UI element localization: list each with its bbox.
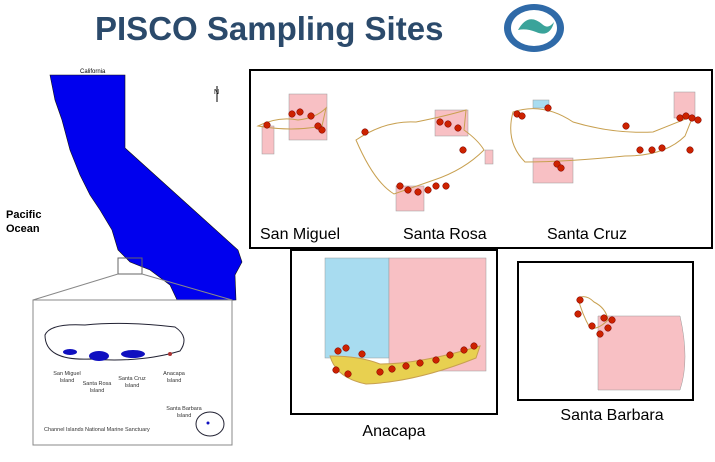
site (688, 114, 696, 122)
inset-islands (63, 349, 210, 425)
site (344, 370, 352, 378)
site (544, 104, 552, 112)
panel-label: Anacapa (362, 423, 425, 440)
site (676, 114, 684, 122)
inset-leader (141, 273, 233, 301)
site (436, 118, 444, 126)
site (460, 346, 468, 354)
site (432, 356, 440, 364)
site (388, 365, 396, 373)
site (334, 347, 342, 355)
inset-island-label: Anacapa (163, 371, 186, 377)
inset (32, 299, 233, 446)
inset-island-label: Island (60, 378, 75, 384)
site (361, 128, 369, 136)
inset-leader (32, 273, 119, 301)
site (658, 144, 666, 152)
site (402, 362, 410, 370)
panel-label: Santa Barbara (560, 407, 663, 424)
site (444, 120, 452, 128)
inset-island-label: Island (167, 378, 182, 384)
sanctuary-boundary (195, 411, 225, 437)
site (588, 322, 596, 330)
site (307, 112, 315, 120)
site (263, 121, 271, 129)
site (342, 344, 350, 352)
site (432, 182, 440, 190)
logo (504, 4, 564, 52)
inset-marker (117, 257, 143, 275)
site (446, 351, 454, 359)
inset-island-label: Santa Cruz (118, 376, 146, 382)
site (416, 359, 424, 367)
site (358, 350, 366, 358)
inset-island-label: Island (177, 413, 192, 419)
site (518, 112, 526, 120)
site (694, 116, 702, 124)
north-arrow: N (214, 86, 219, 102)
site (396, 182, 404, 190)
site (404, 186, 412, 194)
site (442, 182, 450, 190)
inset-island-label: Island (90, 388, 105, 394)
panel-label: Santa Rosa (403, 226, 487, 243)
site (622, 122, 630, 130)
california (49, 74, 243, 303)
site (288, 110, 296, 118)
inset-island-label: Island (125, 383, 140, 389)
site (376, 368, 384, 376)
inset-island-label: Santa Rosa (83, 381, 113, 387)
inset-caption: Channel Islands National Marine Sanctuar… (44, 427, 150, 433)
site (318, 126, 326, 134)
title: PISCO Sampling Sites (95, 10, 443, 47)
site (557, 164, 565, 172)
site (636, 146, 644, 154)
ocean-label: Pacific (6, 209, 41, 221)
site (604, 324, 612, 332)
site (576, 296, 584, 304)
state-label: California (80, 69, 106, 75)
reserves (261, 91, 696, 391)
site (686, 146, 694, 154)
ocean-label: Ocean (6, 223, 40, 235)
site (574, 310, 582, 318)
site (332, 366, 340, 374)
site (470, 342, 478, 350)
site (454, 124, 462, 132)
panel-label: San Miguel (260, 226, 340, 243)
sanctuary-boundary (44, 322, 185, 361)
site (596, 330, 604, 338)
site (648, 146, 656, 154)
site (682, 112, 690, 120)
site (414, 188, 422, 196)
site (600, 314, 608, 322)
site (296, 108, 304, 116)
site (424, 186, 432, 194)
site (608, 316, 616, 324)
sampling-sites (263, 104, 702, 378)
panel-label: Santa Cruz (547, 226, 627, 243)
inset-island-label: Santa Barbara (166, 406, 202, 412)
inset-island-label: San Miguel (53, 371, 81, 377)
north-label: N (214, 89, 219, 96)
site (459, 146, 467, 154)
